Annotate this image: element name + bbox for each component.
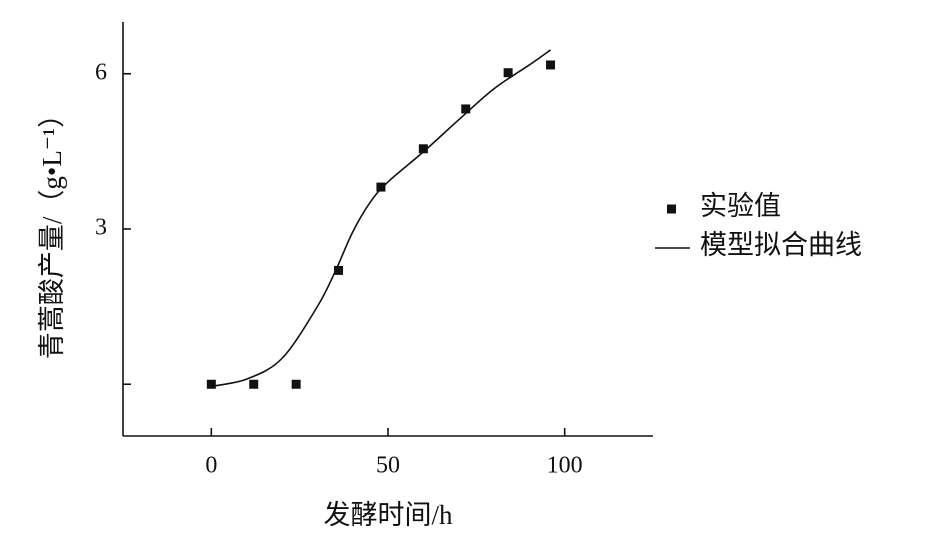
- data-point: [334, 265, 344, 275]
- x-tick-label: 50: [376, 453, 400, 479]
- data-point: [461, 104, 471, 114]
- x-tick-label: 100: [547, 453, 583, 479]
- data-point: [249, 379, 259, 389]
- x-tick-label: 0: [205, 453, 217, 479]
- fit-line: [211, 49, 551, 388]
- y-axis-label: 青蒿酸产量/（g•L⁻¹）: [37, 101, 67, 359]
- legend-label: 实验值: [700, 191, 781, 221]
- y-tick-label: 3: [95, 215, 107, 241]
- data-point: [503, 68, 513, 78]
- legend-marker: [667, 204, 676, 214]
- data-point: [291, 379, 301, 389]
- data-point: [206, 379, 216, 389]
- x-axis-label: 发酵时间/h: [323, 500, 453, 530]
- data-point: [546, 60, 556, 70]
- y-tick-label: 6: [95, 59, 107, 85]
- legend-label: 模型拟合曲线: [700, 230, 862, 260]
- data-point: [418, 144, 428, 154]
- data-point: [376, 182, 386, 192]
